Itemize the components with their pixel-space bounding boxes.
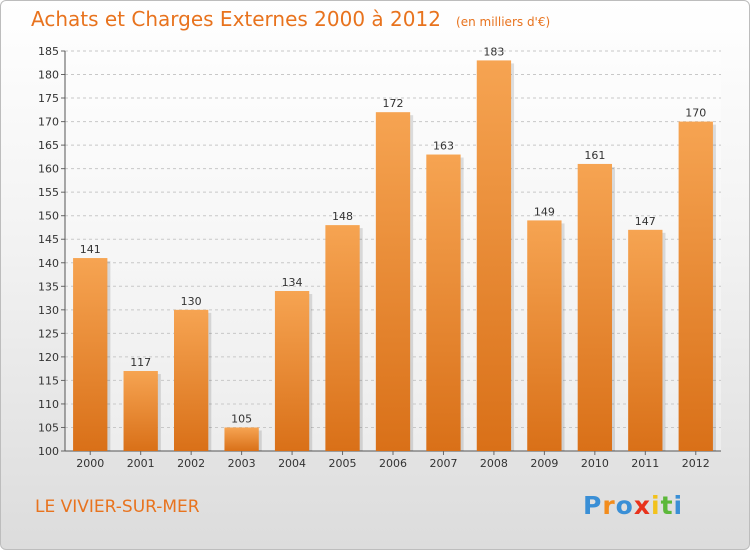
x-tick-label: 2012 [682, 457, 710, 470]
bar-2003 [224, 427, 259, 451]
x-tick-label: 2007 [429, 457, 457, 470]
y-tick-label: 140 [38, 257, 59, 270]
x-tick-label: 2002 [177, 457, 205, 470]
chart-title: Achats et Charges Externes 2000 à 2012 (… [31, 7, 550, 31]
bar-2006 [375, 112, 411, 452]
y-tick-label: 160 [38, 163, 59, 176]
x-tick-label: 2003 [228, 457, 256, 470]
title-text: Achats et Charges Externes 2000 à 2012 [31, 7, 441, 31]
bar-2009 [527, 220, 562, 451]
y-tick-label: 115 [38, 374, 59, 387]
logo-letter: t [660, 491, 674, 520]
y-tick-label: 110 [38, 398, 59, 411]
data-label-2011: 147 [635, 215, 656, 228]
bar-2012 [678, 121, 713, 452]
bar-2011 [628, 229, 663, 451]
y-tick-label: 125 [38, 327, 59, 340]
bar-2010 [577, 163, 613, 452]
data-label-2002: 130 [181, 295, 202, 308]
bar-2001 [123, 371, 158, 451]
y-tick-label: 105 [38, 421, 59, 434]
x-tick-label: 2008 [480, 457, 508, 470]
y-tick-label: 185 [38, 45, 59, 58]
x-tick-label: 2009 [530, 457, 558, 470]
y-tick-label: 170 [38, 116, 59, 129]
bar-2004 [274, 291, 310, 451]
y-tick-label: 130 [38, 304, 59, 317]
y-tick-label: 155 [38, 186, 59, 199]
data-label-2008: 183 [483, 45, 504, 58]
logo-letter: i [673, 491, 684, 520]
data-label-2010: 161 [584, 149, 605, 162]
data-label-2001: 117 [130, 356, 151, 369]
data-label-2012: 170 [685, 107, 706, 120]
y-tick-label: 150 [38, 210, 59, 223]
y-tick-label: 120 [38, 351, 59, 364]
bar-2007 [426, 154, 461, 451]
x-tick-label: 2010 [581, 457, 609, 470]
y-tick-label: 180 [38, 69, 59, 82]
y-tick-label: 135 [38, 280, 59, 293]
data-label-2004: 134 [282, 276, 303, 289]
x-tick-label: 2006 [379, 457, 407, 470]
y-tick-label: 165 [38, 139, 59, 152]
y-tick-label: 175 [38, 92, 59, 105]
data-label-2006: 172 [383, 97, 404, 110]
bar-2008 [476, 60, 512, 451]
bar-2000 [73, 258, 108, 451]
data-label-2003: 105 [231, 412, 252, 425]
y-tick-label: 145 [38, 233, 59, 246]
logo-letter: x [633, 491, 651, 520]
x-tick-label: 2000 [76, 457, 104, 470]
data-label-2007: 163 [433, 140, 454, 153]
logo-letter: r [602, 491, 616, 520]
bar-2005 [325, 225, 360, 451]
logo-letter: o [615, 491, 634, 520]
commune-name: LE VIVIER-SUR-MER [35, 497, 200, 517]
logo-letter: P [583, 491, 603, 520]
data-label-2009: 149 [534, 205, 555, 218]
x-tick-label: 2005 [329, 457, 357, 470]
x-tick-label: 2004 [278, 457, 306, 470]
x-tick-label: 2001 [127, 457, 155, 470]
logo-letter: i [651, 491, 661, 520]
title-unit: (en milliers d'€) [456, 15, 551, 29]
x-tick-label: 2011 [631, 457, 659, 470]
data-label-2000: 141 [80, 243, 101, 256]
data-label-2005: 148 [332, 210, 353, 223]
y-tick-label: 100 [38, 445, 59, 458]
proxiti-logo: Proxiti [583, 491, 683, 520]
bar-2002 [173, 309, 209, 451]
